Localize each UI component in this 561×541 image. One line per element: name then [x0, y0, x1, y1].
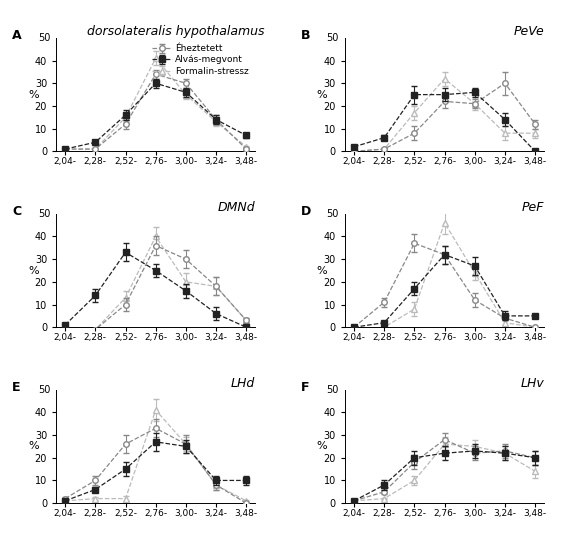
Text: PeF: PeF	[522, 201, 544, 214]
Y-axis label: %: %	[317, 266, 328, 275]
Y-axis label: %: %	[28, 441, 39, 451]
Text: D: D	[301, 204, 311, 217]
Text: C: C	[12, 204, 21, 217]
Text: 50: 50	[327, 385, 339, 394]
Text: DMNd: DMNd	[218, 201, 255, 214]
Text: F: F	[301, 380, 310, 393]
Legend: Éheztetett, Alvás-megvont, Formalin-stressz: Éheztetett, Alvás-megvont, Formalin-stre…	[150, 42, 251, 77]
Text: A: A	[12, 29, 22, 42]
Text: 50: 50	[327, 209, 339, 219]
Y-axis label: %: %	[28, 90, 39, 100]
Y-axis label: %: %	[317, 90, 328, 100]
Text: PeVe: PeVe	[513, 25, 544, 38]
Text: 50: 50	[38, 33, 50, 43]
Y-axis label: %: %	[317, 441, 328, 451]
Text: B: B	[301, 29, 311, 42]
Text: 50: 50	[38, 209, 50, 219]
Text: LHd: LHd	[231, 377, 255, 390]
Y-axis label: %: %	[28, 266, 39, 275]
Text: 50: 50	[327, 33, 339, 43]
Text: LHv: LHv	[521, 377, 544, 390]
Text: 50: 50	[38, 385, 50, 394]
Text: E: E	[12, 380, 21, 393]
Title: dorsolateralis hypothalamus: dorsolateralis hypothalamus	[87, 25, 264, 38]
